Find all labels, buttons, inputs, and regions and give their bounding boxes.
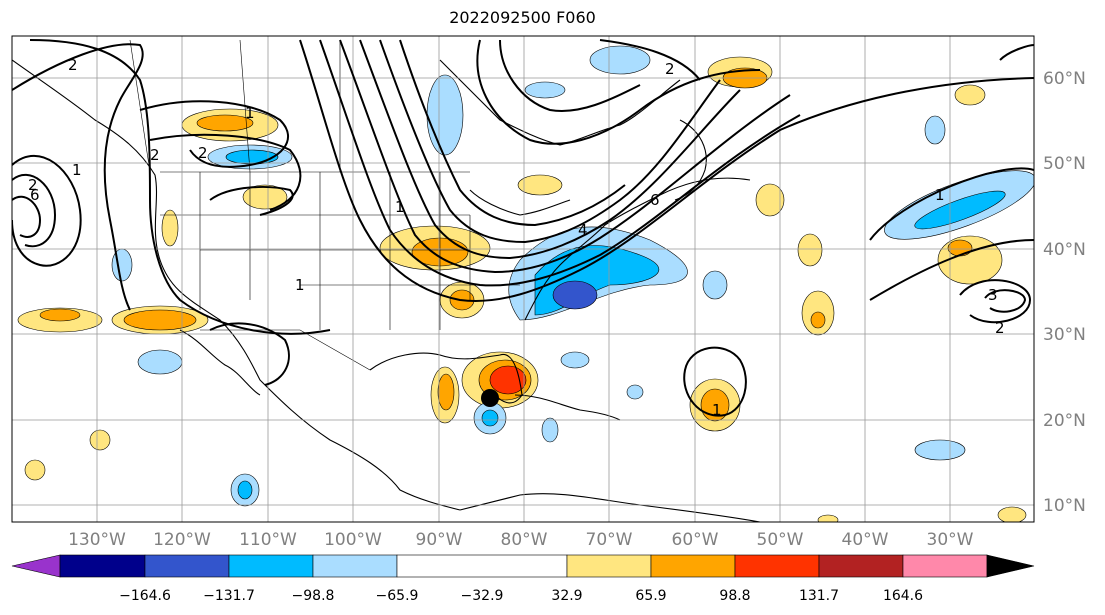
colorbar-segment: [986, 554, 1035, 578]
latitude-labels: 60°N 50°N 40°N 30°N 20°N 10°N: [1043, 69, 1086, 516]
colorbar-segment: [566, 554, 652, 578]
contour-label: 2: [150, 146, 160, 164]
lat-label: 10°N: [1043, 496, 1086, 516]
colorbar-tick-label: 32.9: [551, 588, 582, 604]
colorbar-segment: [818, 554, 904, 578]
lon-label: 120°W: [153, 530, 211, 550]
colorbar-segment: [312, 554, 398, 578]
contour-label: 4: [578, 221, 588, 239]
colorbar-segment: [228, 554, 314, 578]
contour-label: 3: [988, 286, 998, 304]
lon-label: 110°W: [239, 530, 297, 550]
colorbar-tick-label: 98.8: [719, 588, 750, 604]
contour-label: 1: [245, 104, 255, 122]
map-border: [11, 35, 1035, 523]
contour-label: 2: [68, 56, 78, 74]
lat-label: 60°N: [1043, 69, 1086, 89]
colorbar-tick-label: −32.9: [461, 588, 504, 604]
contour-label: 1: [295, 276, 305, 294]
colorbar-tick-label: −164.6: [119, 588, 171, 604]
colorbar-segment: [396, 554, 568, 578]
lon-label: 90°W: [416, 530, 463, 550]
contour-labels: 2 2 1 2 1 1 2 1 3 2 1 1 6 4 2 6: [28, 56, 1005, 419]
longitude-labels: 130°W 120°W 110°W 100°W 90°W 80°W 70°W 6…: [68, 530, 974, 550]
colorbar-segment: [734, 554, 820, 578]
colorbar-tick-label: −98.8: [292, 588, 335, 604]
lat-label: 50°N: [1043, 154, 1086, 174]
gridlines: [12, 36, 1034, 522]
colorbar-segment: [902, 554, 988, 578]
map-title: 2022092500 F060: [449, 8, 596, 27]
shaded-anomalies: [17, 45, 1034, 522]
contour-label: 2: [28, 176, 38, 194]
contour-label: 6: [30, 186, 40, 204]
colorbar-tick-label: −131.7: [203, 588, 255, 604]
lat-label: 40°N: [1043, 240, 1086, 260]
lon-label: 80°W: [501, 530, 548, 550]
coastlines: [12, 59, 761, 522]
contour-label: 2: [995, 319, 1005, 337]
lon-label: 70°W: [586, 530, 633, 550]
colorbar-segment: [11, 554, 61, 578]
colorbar-tick-label: 65.9: [635, 588, 666, 604]
colorbar-segment: [144, 554, 230, 578]
lat-label: 20°N: [1043, 411, 1086, 431]
colorbar-tick-label: 131.7: [799, 588, 839, 604]
colorbar-segment: [59, 554, 146, 578]
contour-label: 6: [650, 191, 660, 209]
colorbar-tick-label: 164.6: [883, 588, 923, 604]
colorbar: [11, 554, 1035, 578]
lat-label: 30°N: [1043, 325, 1086, 345]
lon-label: 100°W: [324, 530, 382, 550]
lon-label: 60°W: [672, 530, 719, 550]
lon-label: 40°W: [842, 530, 889, 550]
lon-label: 50°W: [757, 530, 804, 550]
colorbar-segment: [650, 554, 736, 578]
contour-label: 2: [198, 144, 208, 162]
contour-label: 2: [665, 60, 675, 78]
contour-label: 1: [395, 198, 405, 216]
storm-center-marker: [481, 389, 499, 407]
colorbar-tick-label: −65.9: [376, 588, 419, 604]
contour-label: 1: [72, 161, 82, 179]
contour-label: 1: [935, 186, 945, 204]
colorbar-tick-labels: −164.6 −131.7 −98.8 −65.9 −32.9 32.9 65.…: [119, 588, 923, 604]
contour-lines: [12, 39, 1034, 417]
contour-label: 1: [712, 401, 722, 419]
lon-label: 30°W: [927, 530, 974, 550]
lon-label: 130°W: [68, 530, 126, 550]
